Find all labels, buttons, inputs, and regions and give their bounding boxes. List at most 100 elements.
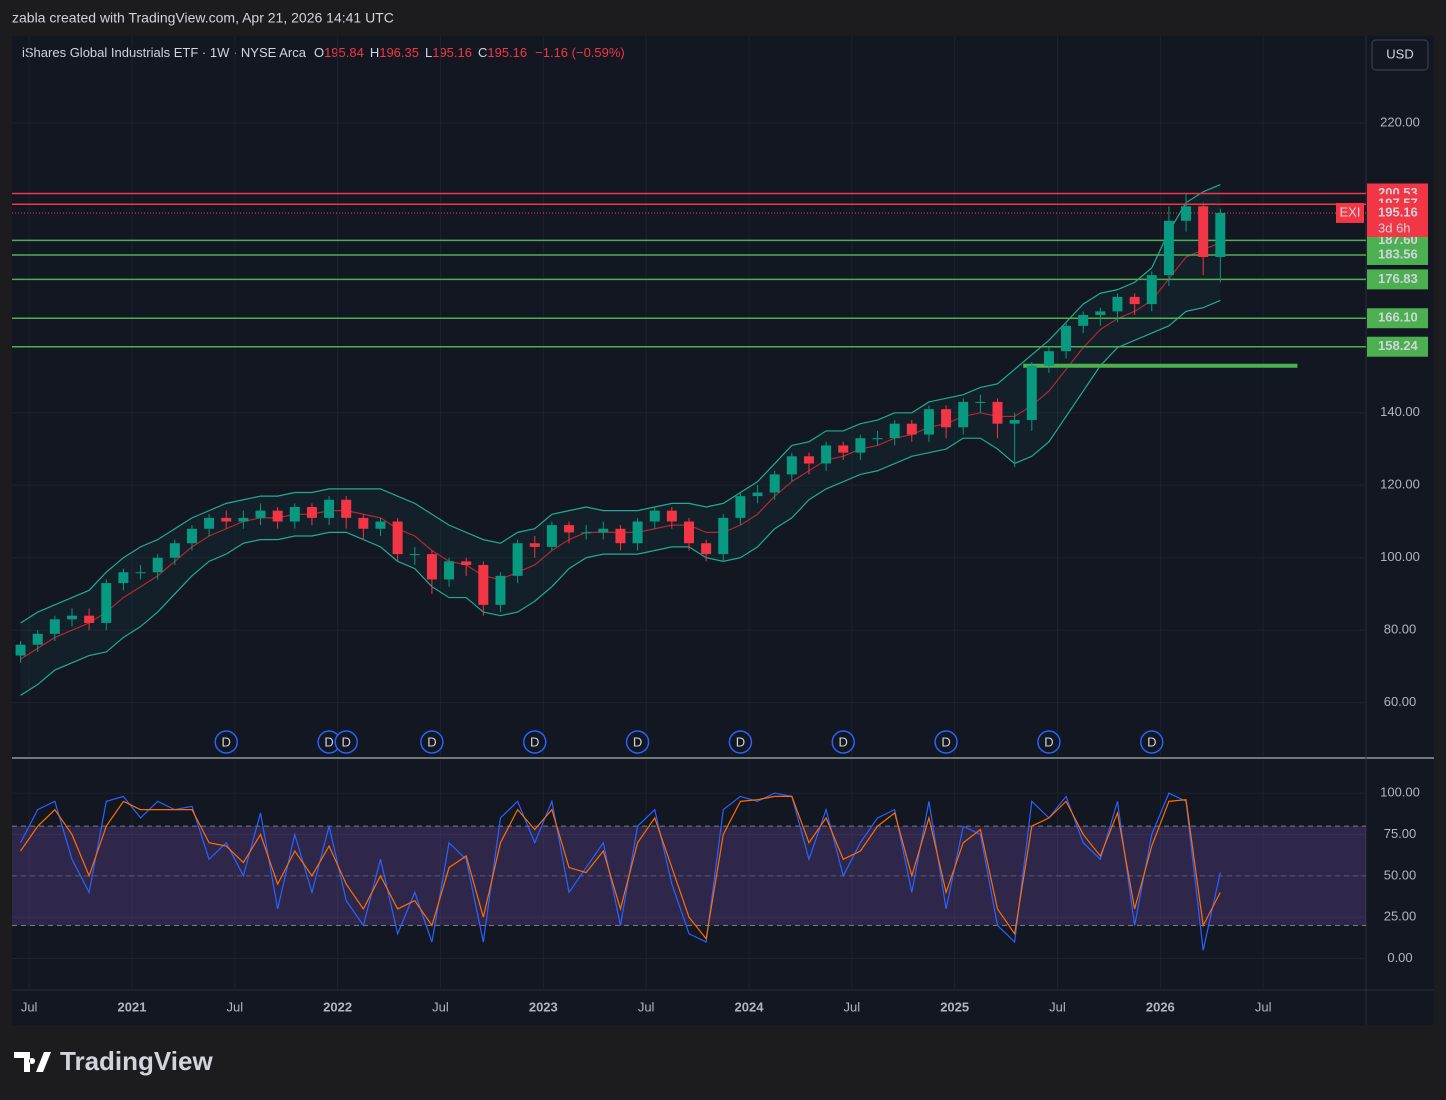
candle-body xyxy=(324,499,335,518)
dividend-marker xyxy=(934,730,958,754)
level-label: 158.24 xyxy=(1378,338,1419,353)
candle-body xyxy=(546,525,557,547)
h-value: 196.35 xyxy=(379,45,419,60)
symbol-title: iShares Global Industrials ETF · 1W · NY… xyxy=(22,45,307,60)
candle-body xyxy=(358,517,369,529)
candle-body xyxy=(958,401,969,428)
o-label: O xyxy=(314,45,324,60)
legend: iShares Global Industrials ETF · 1W · NY… xyxy=(22,45,625,60)
candle-body xyxy=(289,507,300,522)
candle-body xyxy=(204,517,215,529)
candle-body xyxy=(66,615,77,620)
bollinger-lower xyxy=(20,299,1221,696)
y-tick-label: 25.00 xyxy=(1384,909,1417,924)
candle-body xyxy=(786,456,797,475)
level-tag xyxy=(1367,336,1428,357)
y-tick-label: 100.00 xyxy=(1380,549,1420,564)
candle-body xyxy=(409,554,420,556)
candle-body xyxy=(272,510,283,522)
y-tick-label: 100.00 xyxy=(1380,785,1420,800)
candle-body xyxy=(84,615,95,623)
c-value: 195.16 xyxy=(487,45,527,60)
last-tag xyxy=(1367,202,1428,237)
l-label: L xyxy=(425,45,432,60)
candle-body xyxy=(615,528,626,544)
x-tick-label: 2025 xyxy=(940,999,969,1014)
candle-body xyxy=(221,517,232,522)
x-tick-label: Jul xyxy=(226,999,243,1014)
candle-body xyxy=(1078,314,1089,326)
dividend-marker xyxy=(420,730,444,754)
dividend-marker xyxy=(1140,730,1164,754)
candle-body xyxy=(135,572,146,574)
candle-body xyxy=(923,409,934,435)
x-tick-label: 2024 xyxy=(735,999,765,1014)
dividend-label: D xyxy=(1044,734,1053,749)
candle-body xyxy=(906,423,917,435)
symbol-label: EXI xyxy=(1340,204,1361,219)
dividend-label: D xyxy=(324,734,333,749)
symbol-tag xyxy=(1336,202,1364,223)
candle-body xyxy=(495,575,506,605)
currency-button[interactable] xyxy=(1371,39,1429,71)
dividend-marker xyxy=(1037,730,1061,754)
candle-body xyxy=(1095,311,1106,315)
candle-body xyxy=(889,423,900,439)
candle-body xyxy=(1112,296,1123,312)
x-tick-label: Jul xyxy=(432,999,449,1014)
candle-body xyxy=(735,496,746,518)
dividend-marker xyxy=(831,730,856,754)
candle-body xyxy=(101,583,112,623)
h-label: H xyxy=(370,45,379,60)
bollinger-upper xyxy=(20,183,1221,624)
x-tick-label: 2021 xyxy=(118,999,147,1014)
candle-body xyxy=(49,619,60,634)
dividend-label: D xyxy=(222,734,231,749)
dividend-marker xyxy=(214,730,238,754)
dividend-marker xyxy=(522,730,547,754)
countdown: 3d 6h xyxy=(1378,220,1411,235)
candle-body xyxy=(461,561,472,565)
candle-body xyxy=(1215,212,1226,258)
candle-body xyxy=(632,521,643,544)
candle-body xyxy=(255,510,266,518)
x-tick-label: 2023 xyxy=(529,999,558,1014)
candle-body xyxy=(838,445,849,453)
level-label: 176.83 xyxy=(1378,271,1418,286)
x-tick-label: Jul xyxy=(1049,999,1066,1014)
candle-body xyxy=(152,557,163,573)
candle-body xyxy=(478,564,489,605)
candle-body xyxy=(1061,325,1072,352)
candle-body xyxy=(306,507,317,518)
currency[interactable]: USD xyxy=(1386,46,1413,61)
candle-body xyxy=(118,572,129,584)
candle-body xyxy=(564,525,575,533)
dividend-marker xyxy=(334,730,358,754)
attribution: zabla created with TradingView.com, Apr … xyxy=(12,10,394,26)
y-tick-label: 120.00 xyxy=(1380,477,1420,492)
dividend-label: D xyxy=(839,734,848,749)
level-label: 183.56 xyxy=(1378,246,1418,261)
level-label: 166.10 xyxy=(1378,310,1418,325)
y-tick-label: 220.00 xyxy=(1380,114,1420,129)
x-tick-label: Jul xyxy=(844,999,861,1014)
y-tick-label: 80.00 xyxy=(1384,622,1417,637)
candle-body xyxy=(392,521,403,555)
y-tick-label: 50.00 xyxy=(1384,867,1417,882)
candle-body xyxy=(375,521,386,529)
dividend-label: D xyxy=(736,734,745,749)
y-tick-label: 140.00 xyxy=(1380,404,1420,419)
y-tick-label: 75.00 xyxy=(1384,826,1417,841)
level-tag xyxy=(1367,308,1428,329)
candle-body xyxy=(512,543,523,576)
candle-body xyxy=(444,561,455,580)
level-tag xyxy=(1367,269,1428,290)
candle-body xyxy=(1043,351,1054,366)
candle-body xyxy=(769,474,780,493)
candle-body xyxy=(1146,275,1157,305)
candle-body xyxy=(855,438,866,453)
dividend-label: D xyxy=(941,734,950,749)
candle-body xyxy=(598,528,609,533)
candle-body xyxy=(649,510,660,522)
